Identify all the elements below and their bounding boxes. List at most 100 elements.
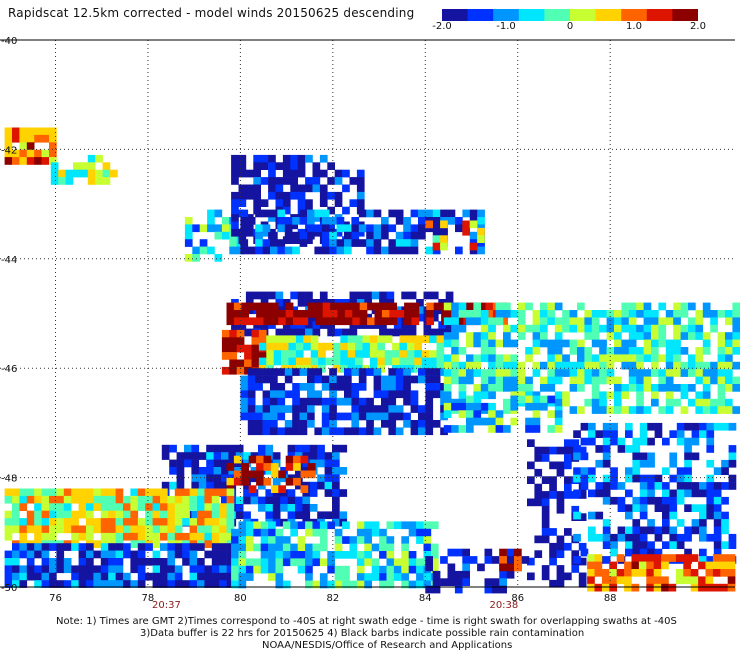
heatmap-cell — [26, 543, 35, 551]
heatmap-cell — [588, 422, 596, 431]
heatmap-cell — [285, 463, 294, 471]
heatmap-cell — [503, 369, 511, 377]
heatmap-cell — [176, 481, 185, 490]
heatmap-cell — [174, 580, 183, 588]
heatmap-cell — [580, 482, 589, 490]
x-tick-label: 80 — [234, 593, 247, 604]
heatmap-cell — [258, 504, 266, 512]
heatmap-cell — [352, 310, 360, 318]
heatmap-cell — [26, 550, 35, 559]
heatmap-cell — [236, 337, 245, 345]
heatmap-cell — [443, 354, 452, 363]
heatmap-cell — [295, 335, 304, 344]
heatmap-cell — [351, 420, 360, 428]
heatmap-cell — [662, 482, 670, 490]
heatmap-cell — [204, 580, 213, 588]
heatmap-cell — [245, 221, 254, 230]
heatmap-cell — [226, 488, 235, 497]
heatmap-cell — [238, 162, 247, 170]
heatmap-cell — [458, 425, 467, 433]
heatmap-cell — [673, 361, 681, 370]
heatmap-cell — [386, 573, 395, 581]
heatmap-cell — [307, 405, 315, 413]
heatmap-cell — [34, 149, 42, 158]
heatmap-cell — [206, 467, 214, 475]
heatmap-cell — [367, 302, 375, 311]
heatmap-cell — [284, 217, 293, 225]
heatmap-cell — [506, 548, 515, 557]
heatmap-cell — [691, 437, 700, 446]
heatmap-cell — [342, 573, 350, 581]
heatmap-cell — [632, 474, 641, 483]
heatmap-cell — [436, 342, 445, 351]
heatmap-cell — [624, 576, 632, 585]
heatmap-cell — [26, 510, 35, 519]
heatmap-cell — [614, 354, 622, 363]
heatmap-cell — [423, 528, 432, 537]
heatmap-cell — [540, 302, 548, 311]
heatmap-cell — [277, 390, 286, 399]
heatmap-cell — [702, 369, 711, 377]
heatmap-cell — [488, 354, 496, 363]
heatmap-cell — [49, 157, 57, 165]
heatmap-cell — [174, 495, 183, 504]
heatmap-cell — [330, 310, 338, 318]
heatmap-cell — [4, 495, 13, 504]
heatmap-cell — [616, 554, 625, 562]
heatmap-cell — [429, 357, 437, 366]
heatmap-cell — [256, 310, 264, 318]
heatmap-cell — [478, 302, 486, 311]
heatmap-cell — [462, 548, 470, 557]
heatmap-cell — [231, 536, 239, 544]
heatmap-cell — [621, 339, 630, 348]
heatmap-cell — [632, 437, 641, 446]
heatmap-cell — [284, 224, 293, 233]
heatmap-cell — [669, 541, 678, 549]
heatmap-cell — [93, 550, 102, 559]
heatmap-cell — [614, 347, 622, 355]
heatmap-cell — [577, 302, 585, 311]
heatmap-cell — [263, 463, 272, 471]
heatmap-cell — [554, 324, 563, 333]
heatmap-cell — [554, 410, 563, 418]
heatmap-cell — [429, 335, 437, 344]
heatmap-cell — [305, 184, 313, 193]
heatmap-cell — [189, 550, 198, 559]
heatmap-cell — [358, 397, 367, 406]
heatmap-cell — [571, 565, 580, 573]
heatmap-cell — [621, 347, 630, 355]
heatmap-cell — [364, 543, 372, 552]
heatmap-cell — [473, 384, 482, 392]
heatmap-cell — [275, 558, 284, 567]
heatmap-cell — [373, 246, 382, 255]
heatmap-cell — [275, 536, 284, 544]
heatmap-cell — [123, 510, 131, 519]
heatmap-cell — [358, 368, 367, 376]
heatmap-cell — [247, 405, 256, 413]
heatmap-cell — [728, 445, 737, 453]
heatmap-cell — [713, 541, 722, 549]
heatmap-cell — [137, 558, 146, 566]
heatmap-cell — [167, 532, 176, 541]
heatmap-cell — [473, 398, 482, 407]
heatmap-cell — [720, 561, 728, 570]
heatmap-cell — [662, 511, 670, 520]
heatmap-cell — [288, 357, 297, 366]
heatmap-cell — [541, 520, 550, 529]
heatmap-cell — [680, 302, 689, 311]
heatmap-cell — [631, 561, 640, 570]
heatmap-cell — [369, 350, 378, 358]
heatmap-cell — [485, 310, 494, 318]
heatmap-cell — [226, 495, 235, 504]
heatmap-cell — [41, 580, 50, 588]
heatmap-cell — [351, 427, 360, 436]
heatmap-cell — [602, 459, 611, 468]
heatmap-cell — [266, 350, 274, 358]
heatmap-cell — [403, 375, 411, 384]
heatmap-cell — [299, 420, 308, 428]
heatmap-cell — [295, 496, 303, 505]
heatmap-cell — [108, 495, 116, 504]
heatmap-cell — [358, 427, 367, 436]
heatmap-cell — [284, 368, 293, 376]
heatmap-cell — [556, 468, 565, 477]
